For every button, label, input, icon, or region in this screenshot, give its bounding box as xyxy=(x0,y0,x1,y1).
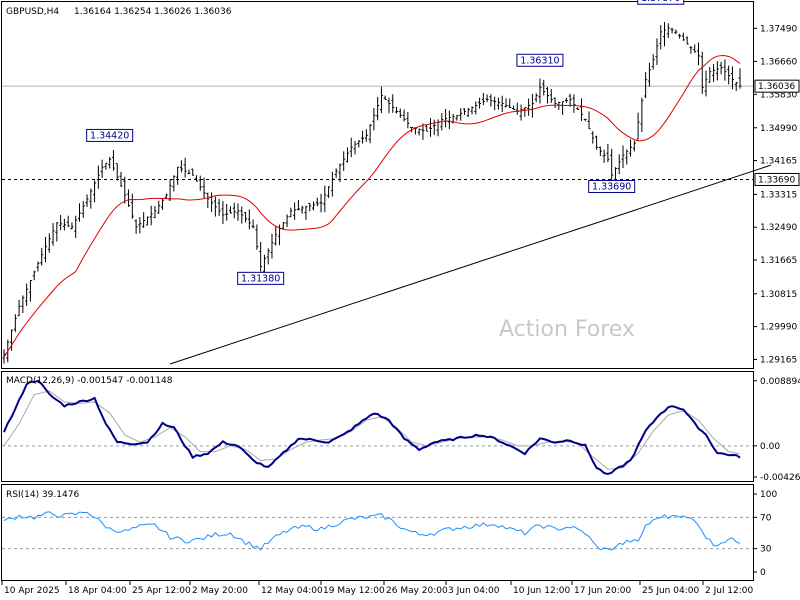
rsi-tick-label: 100 xyxy=(760,490,777,500)
macd-tick-label: 0.008894 xyxy=(760,377,800,387)
price-panel xyxy=(1,1,754,369)
x-tick-label: 25 Jun 04:00 xyxy=(642,586,699,596)
rsi-tick-label: 70 xyxy=(760,513,772,523)
rsi-line xyxy=(3,511,741,551)
rsi-tick-label: 0 xyxy=(760,568,766,578)
price-tick-label: 1.34990 xyxy=(760,124,797,134)
price-tick-label: 1.31665 xyxy=(760,256,797,266)
annotation-box xyxy=(516,53,564,67)
annotation-label: 1.37870 xyxy=(641,0,680,4)
x-tick-label: 19 May 12:00 xyxy=(323,586,385,596)
annotation-label: 1.31380 xyxy=(241,273,280,284)
macd-panel xyxy=(1,371,754,482)
price-tick-label: 1.33315 xyxy=(760,190,797,200)
x-tick-label: 26 May 20:00 xyxy=(386,586,448,596)
rsi-label: RSI(14) 39.1476 xyxy=(6,490,79,500)
macd-main-line xyxy=(3,379,741,476)
price-tick-label: 1.29990 xyxy=(760,323,797,333)
header-symbol: GBPUSD,H4 xyxy=(6,7,59,17)
x-tick-label: 25 Apr 12:00 xyxy=(132,586,191,596)
header-ohlc: 1.36164 1.36254 1.36026 1.36036 xyxy=(74,7,232,17)
price-tick-label: 1.36660 xyxy=(760,57,797,67)
current-price-badge: 1.36036 xyxy=(758,82,795,92)
annotation-label: 1.34420 xyxy=(90,130,129,141)
annotation-label: 1.36310 xyxy=(520,55,559,66)
macd-label: MACD(12,26,9) -0.001547 -0.001148 xyxy=(6,376,173,386)
x-tick-label: 18 Apr 04:00 xyxy=(68,586,127,596)
annotation-box xyxy=(588,179,636,193)
price-tick-label: 1.35830 xyxy=(760,90,797,100)
annotation-box xyxy=(237,271,285,285)
price-tick-label: 1.34165 xyxy=(760,157,797,167)
x-tick-label: 3 Jun 04:00 xyxy=(448,586,500,596)
price-tick-label: 1.29165 xyxy=(760,355,797,365)
support-price-badge: 1.33690 xyxy=(758,175,795,185)
price-tick-label: 1.30815 xyxy=(760,290,797,300)
annotation-box xyxy=(637,0,685,5)
axis-layer: 1.37490 1.36660 1.35830 1.34990 1.34165 1.333… xyxy=(1,24,800,596)
x-tick-label: 17 Jun 20:00 xyxy=(574,586,631,596)
x-tick-label: 10 Apr 2025 xyxy=(4,586,60,596)
rsi-panel xyxy=(1,484,754,581)
price-layer: 1.34420 1.31380 1.36310 1.33690 1.37870 xyxy=(2,0,772,365)
rsi-tick-label: 30 xyxy=(760,545,772,555)
macd-tick-label: 0.00 xyxy=(760,442,780,452)
price-tick-label: 1.37490 xyxy=(760,24,797,34)
moving-average-line xyxy=(3,55,741,358)
macd-tick-label: -0.004264 xyxy=(760,473,800,483)
annotation-box xyxy=(86,128,134,142)
support-price-badge-box xyxy=(754,172,800,186)
price-tick-label: 1.32490 xyxy=(760,223,797,233)
annotation-label: 1.33690 xyxy=(592,181,631,192)
current-price-badge-box xyxy=(754,79,800,93)
x-tick-label: 10 Jun 12:00 xyxy=(513,586,570,596)
rsi-layer xyxy=(2,511,753,551)
x-tick-label: 12 May 04:00 xyxy=(261,586,323,596)
trendline xyxy=(169,164,772,365)
watermark: Action Forex xyxy=(499,317,635,342)
x-tick-label: 2 Jul 12:00 xyxy=(705,586,754,596)
macd-layer xyxy=(2,379,753,476)
x-tick-label: 2 May 20:00 xyxy=(192,586,248,596)
